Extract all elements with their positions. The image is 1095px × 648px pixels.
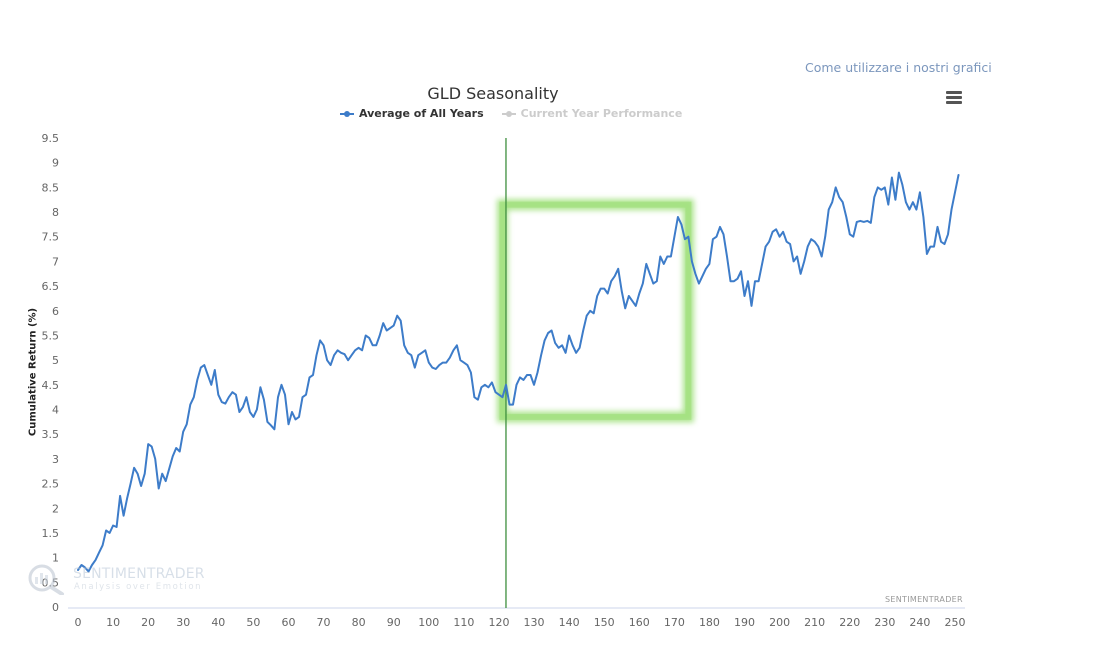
x-tick-label: 140 <box>559 616 580 629</box>
x-tick-label: 10 <box>106 616 120 629</box>
x-tick-label: 80 <box>352 616 366 629</box>
series-layer <box>77 171 960 573</box>
menu-bar <box>946 91 962 94</box>
y-tick-label: 5 <box>52 354 59 367</box>
x-tick-label: 180 <box>699 616 720 629</box>
x-tick-label: 110 <box>453 616 474 629</box>
x-tick-label: 150 <box>594 616 615 629</box>
x-tick-label: 240 <box>909 616 930 629</box>
series-line-average-of-all-years <box>77 171 960 573</box>
x-tick-label: 30 <box>176 616 190 629</box>
y-tick-label: 6 <box>52 305 59 318</box>
legend-marker-icon <box>501 109 516 119</box>
y-tick-label: 7 <box>52 255 59 268</box>
x-tick-label: 220 <box>839 616 860 629</box>
y-tick-label: 1.5 <box>42 527 60 540</box>
y-axis-title: Cumulative Return (%) <box>27 307 39 437</box>
x-tick-label: 170 <box>664 616 685 629</box>
x-tick-label: 100 <box>418 616 439 629</box>
y-tick-label: 2.5 <box>42 478 60 491</box>
x-tick-label: 200 <box>769 616 790 629</box>
x-tick-label: 0 <box>75 616 82 629</box>
y-tick-label: 4 <box>52 404 59 417</box>
y-tick-label: 1 <box>52 552 59 565</box>
legend-label: Average of All Years <box>359 107 484 120</box>
chart-legend: Average of All Years Current Year Perfor… <box>340 107 682 120</box>
highlight-layer <box>496 199 694 423</box>
chart-credit: SENTIMENTRADER <box>885 595 963 604</box>
x-tick-label: 50 <box>246 616 260 629</box>
y-tick-label: 3.5 <box>42 428 60 441</box>
x-tick-label: 70 <box>317 616 331 629</box>
y-tick-label: 5.5 <box>42 329 60 342</box>
x-tick-label: 250 <box>945 616 966 629</box>
x-tick-label: 20 <box>141 616 155 629</box>
x-tick-label: 230 <box>874 616 895 629</box>
x-tick-label: 190 <box>734 616 755 629</box>
x-tick-label: 210 <box>804 616 825 629</box>
highlight-box-core <box>499 201 692 420</box>
y-tick-label: 9.5 <box>42 132 60 145</box>
highlight-box <box>496 199 694 423</box>
y-tick-label: 3 <box>52 453 59 466</box>
y-tick-label: 4.5 <box>42 379 60 392</box>
watermark-logo: SENTIMENTRADER Analysis over Emotion <box>25 564 205 596</box>
y-tick-label: 9 <box>52 157 59 170</box>
x-tick-label: 160 <box>629 616 650 629</box>
y-tick-label: 8 <box>52 206 59 219</box>
watermark-tagline: Analysis over Emotion <box>74 582 203 592</box>
x-tick-label: 120 <box>488 616 509 629</box>
y-axis-ticks: 00.511.522.533.544.555.566.577.588.599.5 <box>42 132 60 614</box>
y-tick-label: 2 <box>52 502 59 515</box>
y-tick-label: 7.5 <box>42 231 60 244</box>
x-tick-label: 40 <box>211 616 225 629</box>
hamburger-menu-icon[interactable] <box>946 91 962 104</box>
menu-bar <box>946 101 962 104</box>
y-tick-label: 6.5 <box>42 280 60 293</box>
legend-item-average[interactable]: Average of All Years <box>340 107 484 120</box>
menu-bar <box>946 96 962 99</box>
legend-marker-icon <box>340 109 354 119</box>
legend-label: Current Year Performance <box>520 107 683 120</box>
chart-title: GLD Seasonality <box>427 84 559 103</box>
y-tick-label: 8.5 <box>42 181 60 194</box>
x-tick-label: 130 <box>524 616 545 629</box>
x-axis-ticks: 0 10 20 30 40 50 60 70 80 90 100 110 120 130 140 150 160… <box>75 616 966 629</box>
legend-item-current-year[interactable]: Current Year Performance <box>501 107 683 120</box>
x-tick-label: 90 <box>387 616 401 629</box>
x-tick-label: 60 <box>281 616 295 629</box>
watermark-brand: SENTIMENTRADER <box>73 566 205 582</box>
help-link[interactable]: Come utilizzare i nostri grafici <box>805 60 992 75</box>
magnifier-logo-icon <box>28 564 64 595</box>
y-tick-label: 0 <box>52 601 59 614</box>
